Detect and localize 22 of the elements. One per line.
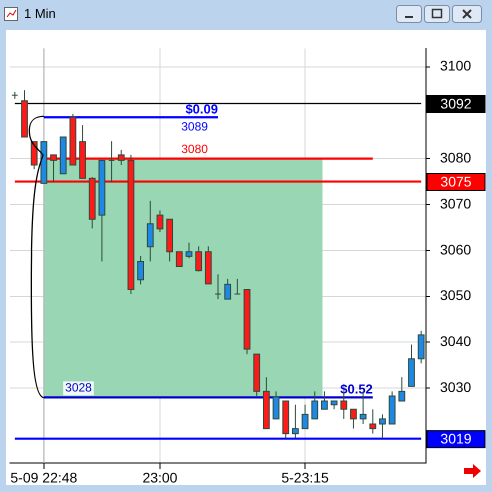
candlestick [108, 140, 115, 183]
y-tick-label: 3100 [440, 58, 472, 74]
x-tick-label: 23:00 [142, 469, 178, 486]
y-tick-label: 3060 [440, 241, 472, 258]
annotation: $0.52 [340, 381, 373, 396]
chart-title: 1 Min [24, 6, 56, 21]
annotation: 3028 [65, 380, 92, 395]
y-tick-label: 3075 [440, 173, 472, 190]
x-tick-label: 5-23:15 [281, 469, 330, 486]
y-tick-label: 3019 [440, 430, 472, 447]
annotation: 3080 [181, 142, 208, 156]
y-tick-label: 3092 [440, 95, 472, 112]
y-tick-label: 3070 [440, 195, 472, 212]
y-tick-label: 3050 [440, 287, 472, 304]
candlestick [234, 278, 241, 295]
x-tick-label: 5-09 22:48 [10, 469, 78, 486]
y-tick-label: 3030 [440, 379, 472, 396]
y-tick-label: 3080 [440, 149, 472, 166]
annotation: $0.09 [185, 101, 218, 116]
candlestick [214, 274, 222, 300]
y-tick-label: 3040 [440, 333, 472, 350]
annotation: 3089 [181, 120, 208, 134]
